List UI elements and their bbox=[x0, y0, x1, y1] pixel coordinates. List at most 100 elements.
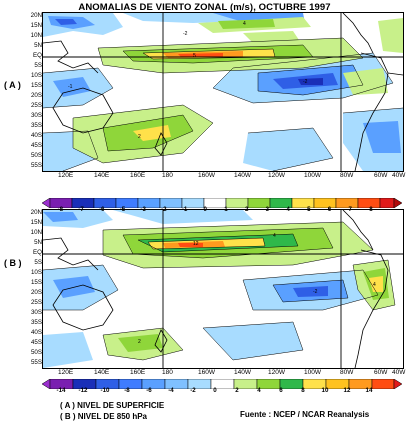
colorbar-tick-label: 4 bbox=[257, 387, 261, 394]
lat-label: 15S bbox=[30, 82, 42, 89]
lat-label: 15N bbox=[30, 22, 42, 29]
colorbar-tick-label: -4 bbox=[168, 387, 174, 394]
lat-label: 5N bbox=[34, 239, 42, 246]
colorbar-tick-label: -14 bbox=[56, 387, 66, 394]
lat-label: 5S bbox=[34, 62, 42, 69]
lon-label: 160W bbox=[198, 369, 215, 376]
lat-label: 55S bbox=[30, 359, 42, 366]
lon-label: 180 bbox=[162, 172, 173, 179]
panel-a-label: ( A ) bbox=[4, 80, 21, 90]
lat-label: 5S bbox=[34, 259, 42, 266]
colorbar-tick-label: 0 bbox=[213, 387, 217, 394]
colorbar-tick-label: -6 bbox=[98, 206, 105, 213]
svg-text:12: 12 bbox=[193, 241, 199, 247]
lat-label: 30S bbox=[30, 112, 42, 119]
lon-label: 120E bbox=[58, 172, 74, 179]
lat-label: 10N bbox=[30, 229, 42, 236]
lon-label: 100W bbox=[304, 172, 321, 179]
lon-label: 100W bbox=[304, 369, 321, 376]
lat-label: 45S bbox=[30, 339, 42, 346]
lat-label: 40S bbox=[30, 329, 42, 336]
lat-label: 35S bbox=[30, 319, 42, 326]
svg-text:2: 2 bbox=[138, 134, 141, 140]
lon-label: 160W bbox=[198, 172, 215, 179]
map-b-fill: 12 4 -2 4 2 bbox=[43, 210, 403, 368]
svg-text:2: 2 bbox=[138, 339, 141, 345]
lon-label: 120W bbox=[268, 172, 285, 179]
colorbar-a bbox=[41, 195, 403, 209]
colorbar-tick-label: 6 bbox=[327, 206, 332, 213]
colorbar-tick-label: -6 bbox=[146, 387, 152, 394]
lon-label: 140W bbox=[234, 369, 251, 376]
lat-label: 50S bbox=[30, 349, 42, 356]
colorbar-tick-label: -5 bbox=[119, 206, 126, 213]
colorbar-tick-label: 5 bbox=[307, 206, 311, 213]
svg-text:-2: -2 bbox=[303, 79, 308, 85]
lat-label: 35S bbox=[30, 122, 42, 129]
colorbar-tick-label: -2 bbox=[161, 206, 167, 213]
svg-text:-1: -1 bbox=[68, 84, 73, 90]
colorbar-tick-label: 12 bbox=[343, 387, 351, 394]
lon-label: 80W bbox=[340, 172, 354, 179]
colorbar-tick-label: 7 bbox=[348, 206, 352, 213]
lat-label: 20S bbox=[30, 289, 42, 296]
lon-label: 80W bbox=[340, 369, 354, 376]
lat-label: 20S bbox=[30, 92, 42, 99]
lat-label: EQ bbox=[33, 52, 42, 59]
lat-label: 10N bbox=[30, 32, 42, 39]
colorbar-tick-label: -8 bbox=[124, 387, 130, 394]
colorbar-tick-label: -7 bbox=[78, 206, 84, 213]
colorbar-tick-label: 14 bbox=[365, 387, 373, 394]
lat-label: 40S bbox=[30, 132, 42, 139]
colorbar-tick-label: -8 bbox=[57, 206, 64, 213]
svg-text:4: 4 bbox=[373, 282, 376, 288]
lat-label: 20N bbox=[30, 12, 42, 19]
lon-label: 160E bbox=[130, 172, 146, 179]
map-panel-a: -2 4 5 -2 2 -1 bbox=[42, 12, 404, 172]
lat-label: 10S bbox=[30, 269, 42, 276]
legend-850hpa: ( B ) NIVEL DE 850 hPa bbox=[60, 412, 147, 421]
lat-label: EQ bbox=[33, 249, 42, 256]
colorbar-tick-label: 2 bbox=[235, 387, 239, 394]
panel-b-label: ( B ) bbox=[4, 258, 22, 268]
lat-label: 15S bbox=[30, 279, 42, 286]
lon-label: 160E bbox=[130, 369, 146, 376]
lon-label: 40W bbox=[392, 172, 406, 179]
lat-label: 5N bbox=[34, 42, 42, 49]
colorbar-tick-label: -1 bbox=[181, 206, 188, 213]
lat-label: 45S bbox=[30, 142, 42, 149]
lon-label: 60W bbox=[374, 172, 388, 179]
svg-text:-2: -2 bbox=[313, 289, 318, 295]
colorbar-tick-label: 6 bbox=[279, 387, 283, 394]
svg-text:5: 5 bbox=[193, 53, 196, 59]
lat-label: 55S bbox=[30, 162, 42, 169]
colorbar-tick-label: 1 bbox=[224, 206, 228, 213]
map-a-fill: -2 4 5 -2 2 -1 bbox=[43, 13, 403, 171]
colorbar-tick-label: -3 bbox=[140, 206, 146, 213]
colorbar-b bbox=[41, 376, 403, 390]
lon-label: 120W bbox=[268, 369, 285, 376]
colorbar-tick-label: 2 bbox=[244, 206, 249, 213]
colorbar-tick-label: -10 bbox=[100, 387, 110, 394]
colorbar-tick-label: 8 bbox=[301, 387, 305, 394]
colorbar-tick-label: 4 bbox=[286, 206, 290, 213]
lat-label: 50S bbox=[30, 152, 42, 159]
data-source: Fuente : NCEP / NCAR Reanalysis bbox=[240, 410, 370, 419]
figure-title: ANOMALIAS DE VIENTO ZONAL (m/s), OCTUBRE… bbox=[78, 2, 331, 13]
lon-label: 40W bbox=[392, 369, 406, 376]
colorbar-tick-label: -12 bbox=[78, 387, 88, 394]
lat-label: 25S bbox=[30, 299, 42, 306]
lon-label: 180 bbox=[162, 369, 173, 376]
lat-label: 30S bbox=[30, 309, 42, 316]
svg-text:4: 4 bbox=[243, 21, 246, 27]
lon-label: 140E bbox=[94, 369, 110, 376]
lat-label: 15N bbox=[30, 219, 42, 226]
lon-label: 60W bbox=[374, 369, 388, 376]
colorbar-tick-label: -2 bbox=[190, 387, 196, 394]
lon-label: 140E bbox=[94, 172, 110, 179]
lon-label: 120E bbox=[58, 369, 74, 376]
colorbar-tick-label: 3 bbox=[265, 206, 270, 213]
colorbar-tick-label: 8 bbox=[369, 206, 373, 213]
svg-text:4: 4 bbox=[273, 233, 276, 239]
colorbar-tick-label: 10 bbox=[321, 387, 329, 394]
